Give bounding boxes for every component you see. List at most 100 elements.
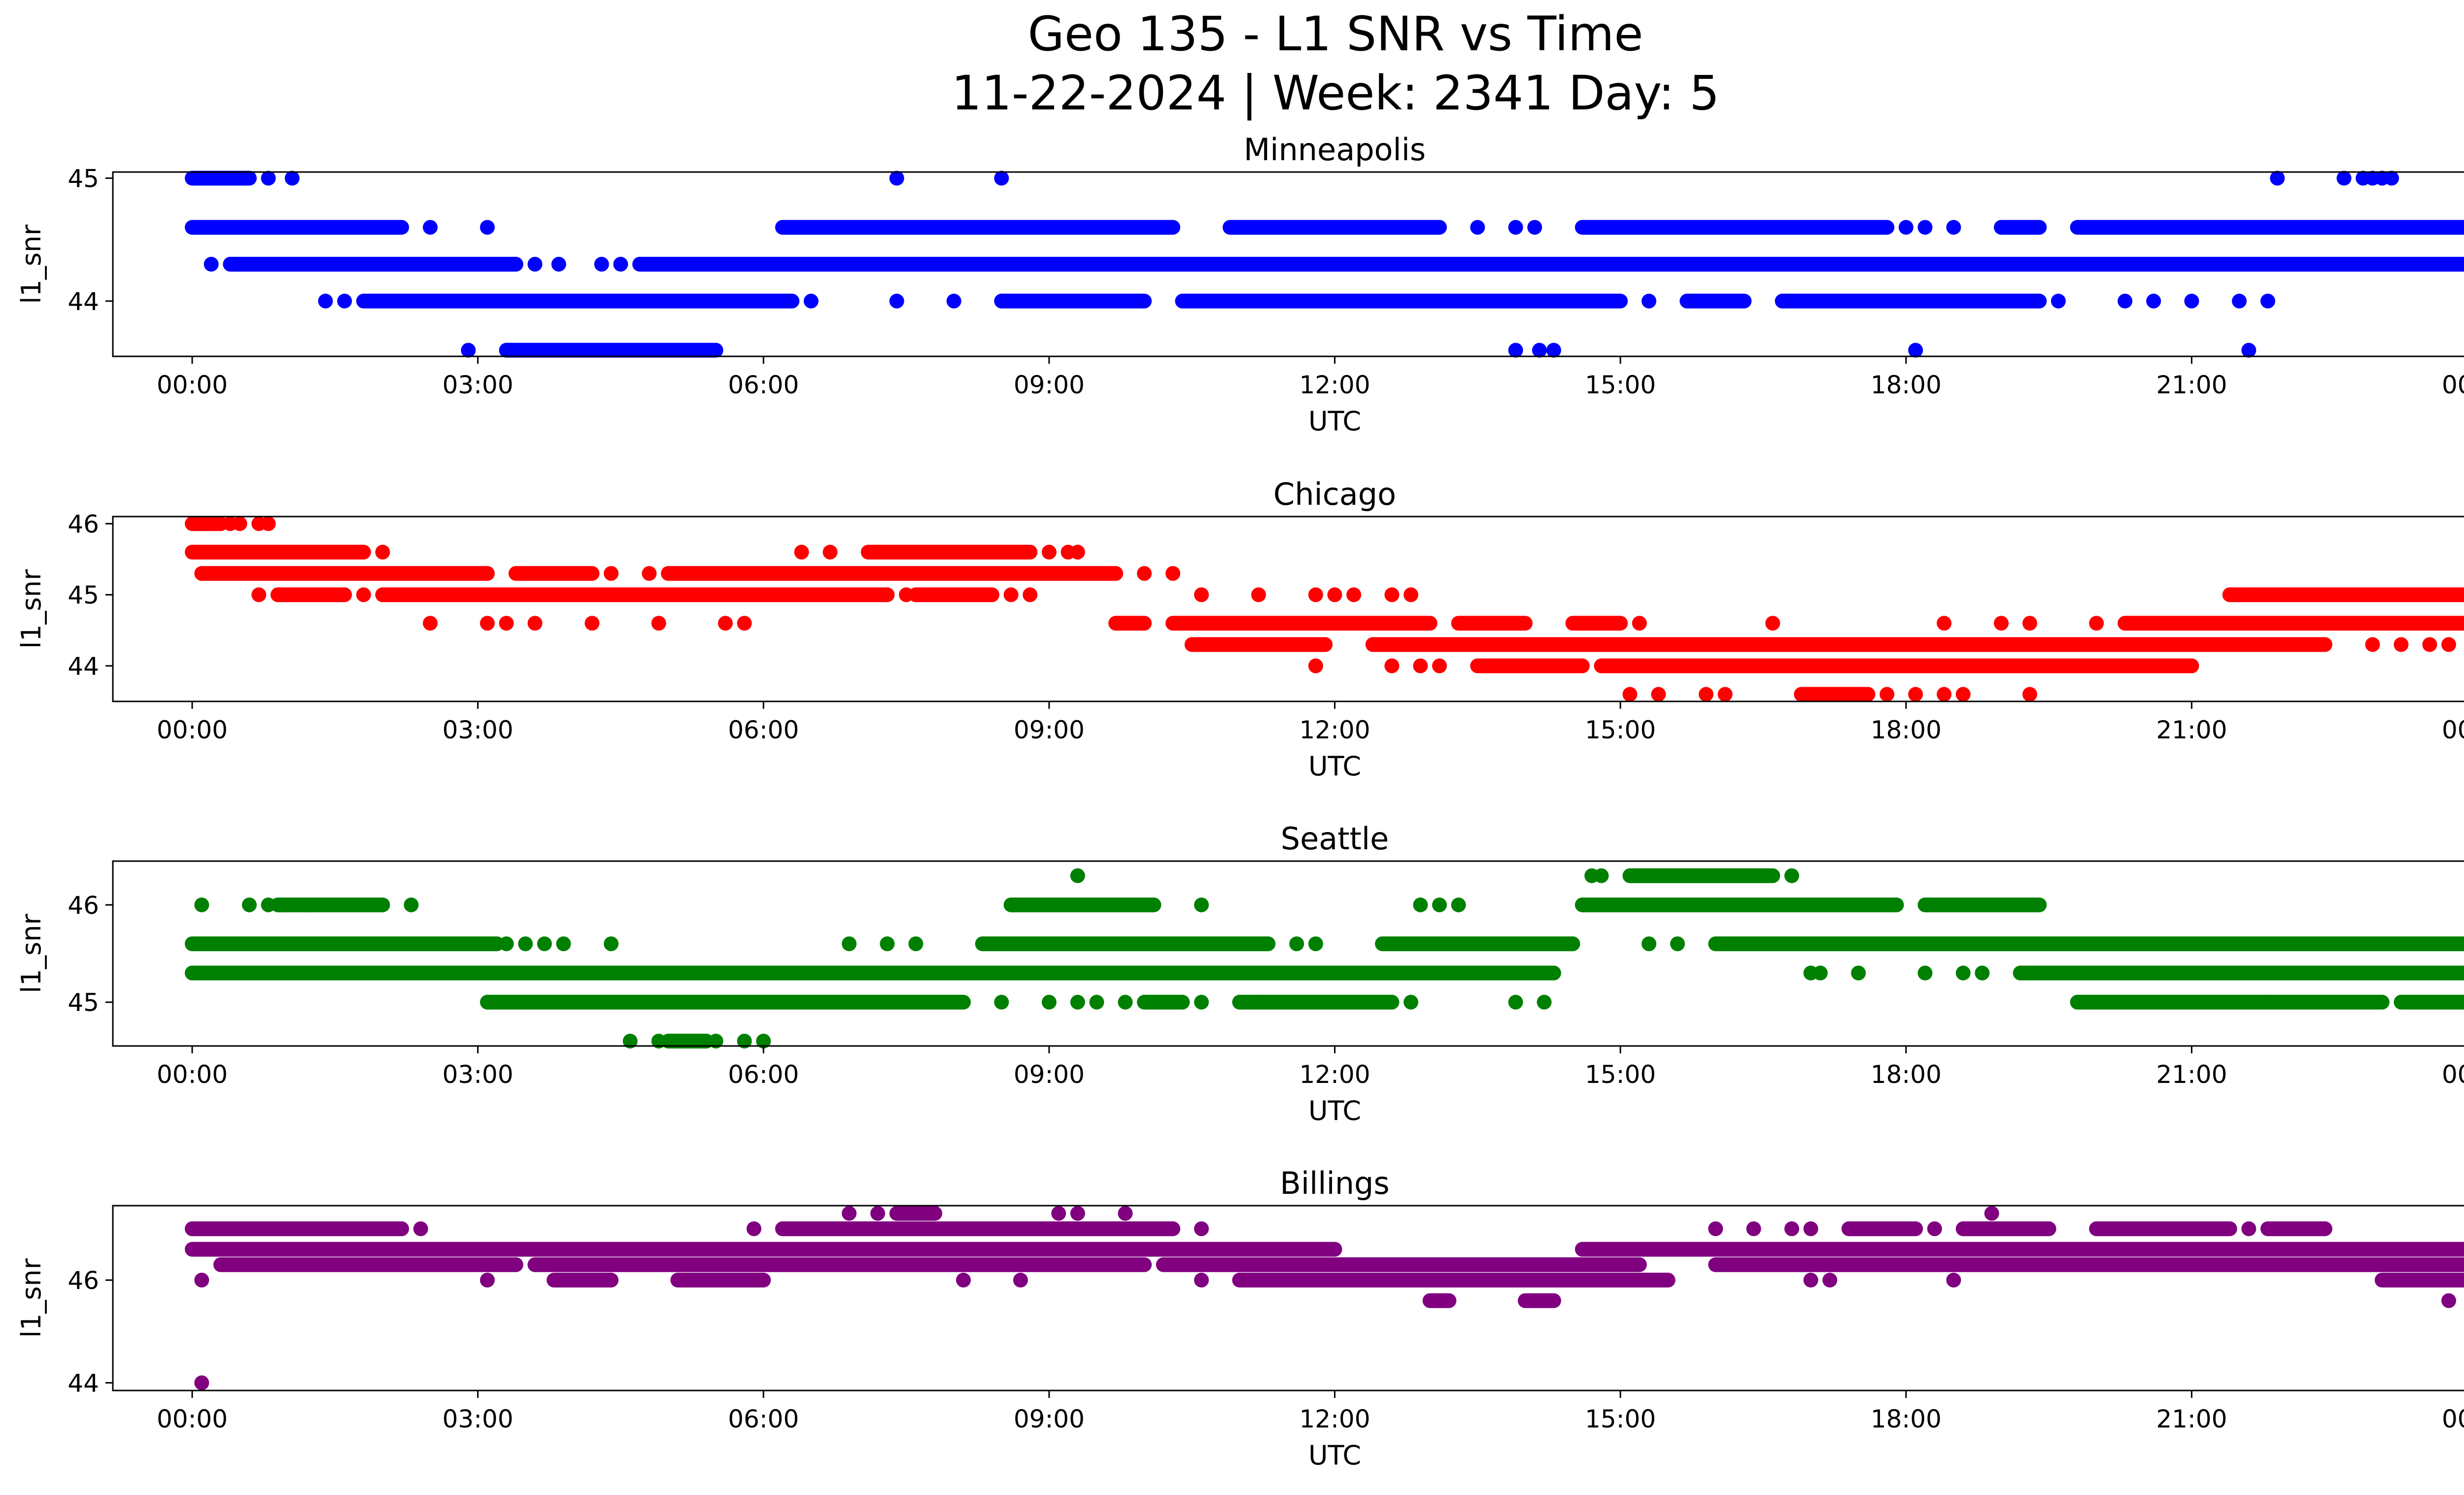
scatter-point (737, 616, 752, 631)
scatter-point (499, 616, 514, 631)
x-tick-label: 00:00 (157, 1405, 228, 1433)
scatter-point (1432, 897, 1447, 912)
scatter-point (1803, 1273, 1818, 1288)
scatter-point (1413, 658, 1428, 673)
scatter-run (1451, 616, 1533, 631)
scatter-point (1917, 965, 1933, 980)
scatter-point (2022, 687, 2037, 702)
scatter-point (479, 220, 495, 235)
x-tick-label: 09:00 (1014, 1405, 1085, 1433)
scatter-point (2089, 616, 2104, 631)
scatter-point (1327, 587, 1342, 602)
scatter-point (737, 1034, 752, 1049)
scatter-run (1594, 658, 2199, 673)
x-tick-label: 00:00 (2442, 371, 2464, 399)
scatter-run (1574, 1242, 2464, 1257)
scatter-run (1365, 637, 2332, 652)
scatter-run (1565, 616, 1628, 631)
scatter-point (2441, 637, 2457, 652)
scatter-point (1984, 1206, 1999, 1221)
scatter-point (1118, 995, 1133, 1010)
scatter-run (356, 293, 800, 309)
x-tick-label: 06:00 (728, 1060, 799, 1089)
scatter-point (1508, 995, 1523, 1010)
y-axis-label: l1_snr (16, 224, 47, 304)
scatter-run (1517, 1293, 1561, 1308)
y-tick-label: 45 (68, 988, 99, 1017)
x-tick-label: 12:00 (1299, 716, 1370, 744)
scatter-point (1908, 687, 1923, 702)
x-tick-label: 00:00 (2442, 1060, 2464, 1089)
y-axis-label: l1_snr (16, 1258, 47, 1338)
x-tick-label: 18:00 (1871, 371, 1942, 399)
scatter-point (594, 257, 609, 272)
scatter-point (1527, 220, 1542, 235)
x-tick-label: 03:00 (443, 371, 513, 399)
x-tick-label: 00:00 (157, 716, 228, 744)
x-axis-label: UTC (1308, 751, 1361, 782)
scatter-run (632, 257, 2464, 272)
scatter-point (194, 1375, 209, 1391)
scatter-point (1413, 897, 1428, 912)
scatter-run (527, 1257, 1152, 1272)
scatter-point (822, 545, 838, 560)
scatter-point (2231, 293, 2247, 309)
scatter-run (1003, 897, 1162, 912)
scatter-point (842, 1206, 857, 1221)
scatter-run (1184, 637, 1333, 652)
scatter-point (889, 293, 904, 309)
y-tick-label: 44 (68, 652, 99, 681)
scatter-point (708, 1034, 723, 1049)
scatter-point (1651, 687, 1666, 702)
y-tick-label: 44 (68, 287, 99, 316)
scatter-run (1165, 616, 1437, 631)
scatter-run (185, 1242, 819, 1257)
scatter-point (2146, 293, 2161, 309)
scatter-point (946, 293, 961, 309)
scatter-point (1470, 220, 1485, 235)
scatter-point (551, 257, 566, 272)
scatter-point (1784, 1221, 1799, 1236)
x-tick-label: 00:00 (157, 371, 228, 399)
scatter-point (1194, 897, 1209, 912)
scatter-point (261, 171, 276, 186)
x-tick-label: 18:00 (1871, 1060, 1942, 1089)
scatter-point (537, 936, 552, 951)
scatter-run (547, 1273, 619, 1288)
axes-frame (112, 860, 2464, 1047)
y-tick-label: 45 (68, 164, 99, 193)
scatter-point (2308, 995, 2323, 1010)
scatter-run (889, 1206, 943, 1221)
scatter-run (185, 516, 228, 531)
scatter-point (461, 343, 476, 358)
scatter-point (1851, 965, 1866, 980)
scatter-point (2051, 293, 2066, 309)
scatter-run (1422, 1293, 1457, 1308)
scatter-point (1308, 936, 1323, 951)
scatter-point (1346, 587, 1362, 602)
scatter-run (375, 587, 895, 602)
y-tick-label: 45 (68, 581, 99, 610)
x-tick-label: 21:00 (2156, 1060, 2227, 1089)
scatter-point (2384, 171, 2399, 186)
scatter-run (1156, 1257, 1647, 1272)
scatter-run (1794, 687, 1876, 702)
scatter-point (899, 587, 914, 602)
scatter-point (1194, 587, 1209, 602)
scatter-point (1946, 220, 1961, 235)
scatter-run (1917, 897, 2047, 912)
scatter-run (499, 343, 723, 358)
scatter-point (518, 936, 533, 951)
scatter-point (1699, 687, 1714, 702)
scatter-point (1194, 1221, 1209, 1236)
scatter-point (1642, 936, 1657, 951)
y-axis-label: l1_snr (16, 913, 47, 993)
scatter-run (185, 1221, 410, 1236)
x-tick-label: 06:00 (728, 1405, 799, 1433)
scatter-point (1308, 658, 1323, 673)
x-tick-label: 15:00 (1585, 716, 1656, 744)
scatter-point (1070, 995, 1085, 1010)
scatter-point (356, 587, 371, 602)
scatter-point (2241, 1221, 2257, 1236)
scatter-run (1137, 995, 1190, 1010)
